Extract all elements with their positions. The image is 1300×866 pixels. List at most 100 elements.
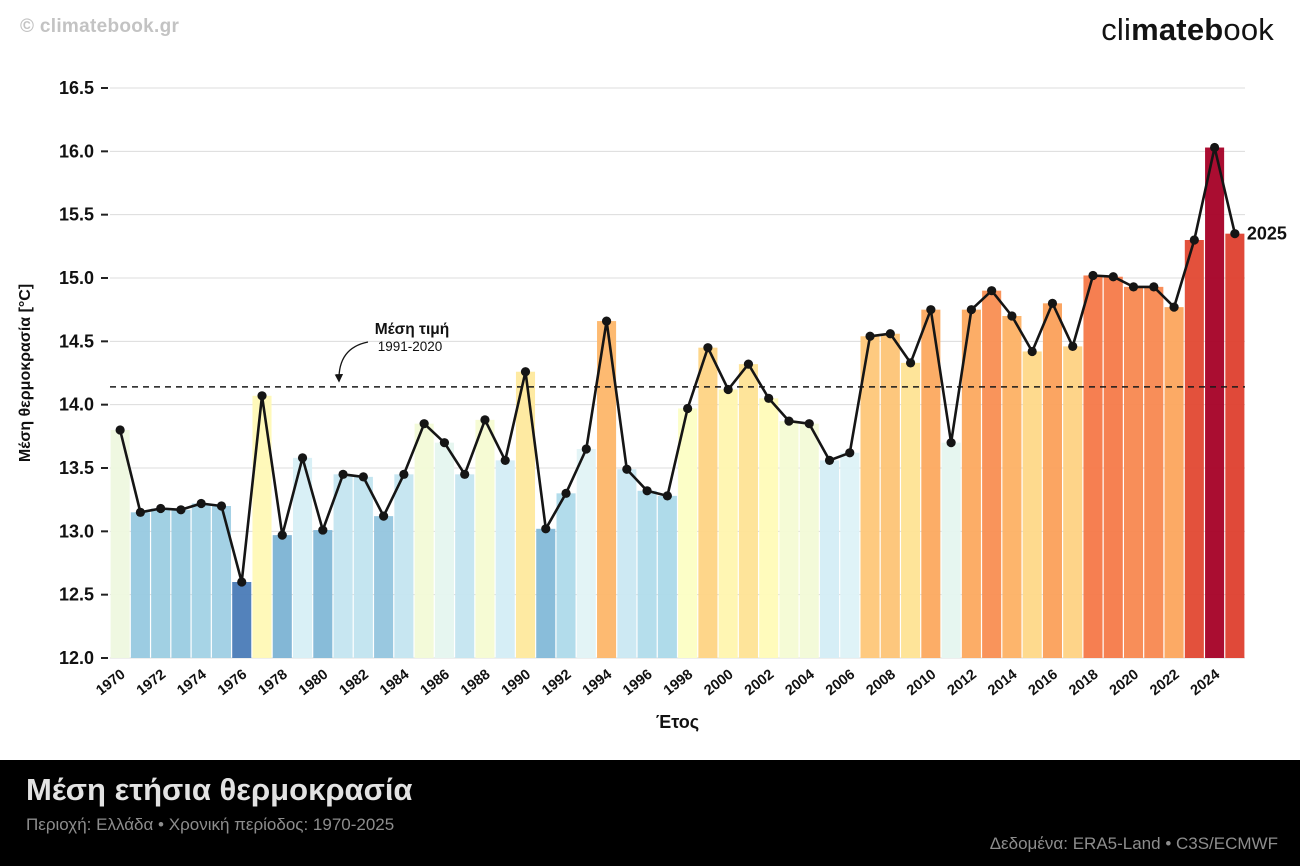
point-1991 (541, 524, 551, 534)
logo-part-thin: cli (1101, 12, 1132, 47)
bar-2010 (921, 309, 941, 658)
point-2023 (1189, 235, 1199, 245)
x-tick-label: 1976 (215, 667, 250, 699)
bar-2006 (840, 452, 860, 658)
point-1990 (520, 367, 531, 377)
x-tick-label: 2024 (1188, 667, 1223, 699)
x-tick-label: 2014 (985, 667, 1020, 699)
point-1987 (460, 469, 470, 479)
x-tick-label: 1978 (255, 667, 290, 699)
point-1997 (662, 491, 672, 501)
x-tick-label: 1990 (499, 667, 534, 699)
point-1971 (135, 507, 146, 517)
bar-2020 (1123, 286, 1144, 658)
bar-2012 (961, 309, 981, 658)
chart-title: Μέση ετήσια θερμοκρασία (26, 772, 413, 807)
x-tick-label: 1992 (539, 667, 574, 699)
bar-2003 (779, 421, 799, 658)
y-tick-label: 14.0 (59, 395, 94, 415)
x-tick-label: 2008 (863, 667, 898, 699)
point-2024 (1209, 142, 1220, 153)
point-1972 (156, 503, 166, 514)
point-1970 (115, 425, 125, 435)
bar-2017 (1063, 346, 1083, 658)
bar-1995 (617, 469, 637, 658)
x-tick-label: 2018 (1066, 667, 1101, 699)
bar-2005 (819, 460, 840, 658)
bar-1990 (515, 371, 536, 658)
point-1981 (338, 469, 348, 479)
point-1999 (703, 343, 713, 353)
point-2018 (1088, 270, 1098, 281)
bar-1997 (657, 495, 677, 658)
bar-2000 (718, 389, 738, 658)
point-1988 (480, 415, 490, 425)
bar-1993 (576, 449, 596, 658)
bar-1981 (333, 474, 353, 658)
bar-1974 (191, 503, 211, 658)
bar-1994 (597, 321, 617, 658)
x-tick-label: 1984 (377, 667, 412, 699)
bar-1976 (232, 582, 252, 658)
bar-2007 (860, 336, 880, 658)
bar-1999 (698, 347, 718, 658)
bar-2018 (1083, 275, 1103, 658)
point-1998 (683, 403, 693, 414)
bar-1991 (536, 528, 556, 658)
point-1977 (257, 391, 267, 401)
point-1974 (196, 498, 206, 509)
point-2014 (1007, 311, 1017, 321)
y-tick-label: 16.0 (59, 141, 94, 161)
point-1993 (581, 444, 591, 454)
bar-1975 (211, 506, 232, 658)
x-tick-label: 1988 (458, 667, 493, 699)
bar-2016 (1042, 303, 1062, 658)
y-tick-label: 14.5 (59, 331, 94, 351)
point-1983 (379, 511, 389, 521)
point-1973 (176, 505, 186, 515)
point-1992 (561, 488, 571, 498)
point-2004 (804, 419, 814, 429)
bar-2011 (941, 442, 961, 658)
point-1978 (277, 530, 287, 540)
y-tick-label: 12.0 (59, 648, 94, 668)
bar-2004 (799, 423, 819, 658)
point-2003 (784, 416, 794, 426)
x-tick-label: 2004 (782, 667, 817, 699)
x-tick-label: 1980 (296, 667, 331, 699)
x-tick-label: 1974 (174, 667, 209, 699)
x-tick-label: 1996 (620, 667, 655, 699)
bar-2008 (880, 333, 900, 658)
data-source: Δεδομένα: ERA5-Land • C3S/ECMWF (989, 834, 1278, 853)
y-tick-label: 15.0 (59, 268, 94, 288)
point-2022 (1169, 302, 1179, 312)
bar-1977 (252, 395, 272, 658)
annotation-label: Μέση τιμή (375, 321, 449, 338)
bar-2019 (1103, 276, 1123, 658)
x-tick-label: 2010 (904, 667, 939, 699)
point-1982 (358, 472, 368, 482)
point-2012 (966, 305, 976, 315)
bar-1971 (130, 512, 150, 658)
bar-2022 (1164, 307, 1184, 658)
x-tick-label: 1994 (580, 667, 615, 699)
x-tick-label: 2012 (945, 667, 980, 699)
copyright-text: © climatebook.gr (20, 16, 180, 37)
point-1975 (216, 501, 227, 511)
point-1984 (399, 469, 409, 479)
point-2010 (926, 305, 936, 315)
logo-part-thin: ook (1223, 12, 1274, 47)
point-1996 (642, 486, 652, 496)
x-tick-label: 2020 (1107, 667, 1142, 699)
bar-2015 (1022, 351, 1042, 658)
x-tick-label: 1972 (134, 667, 169, 699)
x-tick-label: 1986 (418, 667, 453, 699)
x-tick-label: 1982 (337, 667, 372, 699)
point-2017 (1068, 341, 1078, 351)
y-tick-label: 15.5 (59, 205, 94, 225)
point-1980 (318, 525, 328, 535)
bar-1970 (110, 430, 130, 658)
bar-1983 (374, 516, 394, 658)
line-points (115, 142, 1240, 587)
